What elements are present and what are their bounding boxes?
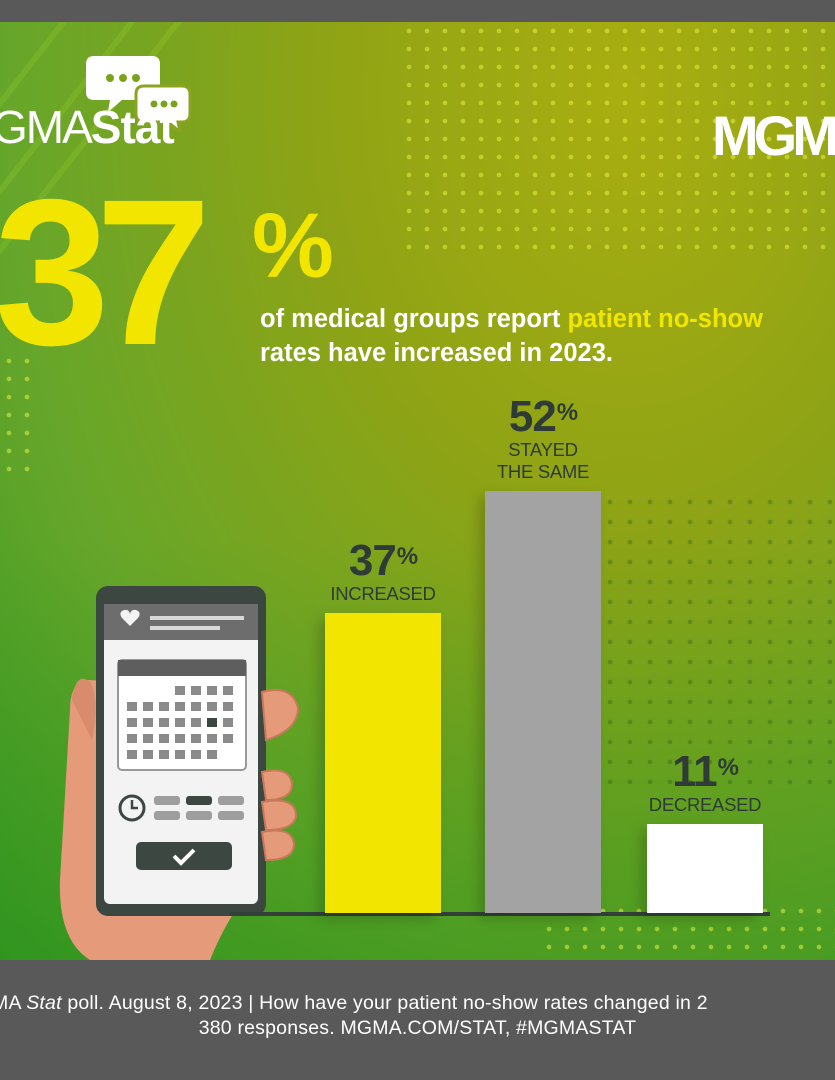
bar-stayed-the-same [485,491,601,913]
big-statistic: 37 [0,157,211,389]
clock-icon [118,794,146,822]
bar-category-label: INCREASED [330,583,436,604]
chart-baseline [230,912,770,916]
bar-increased [325,613,441,913]
decor-dots [400,22,835,252]
bar-category-label: STAYED THE SAME [496,439,590,482]
headline-text: of medical groups report patient no-show… [260,305,763,367]
bar-category-label: DECREASED [648,794,762,815]
mgma-logo: MGM [712,104,835,167]
bar-value-label: 37% [348,536,418,585]
hand-phone-illustration [59,586,300,960]
big-percent-sign: % [252,195,334,297]
gma-stat-logo: GMAStat [0,101,175,153]
decor-dots [0,352,40,472]
bar-value-label: 11% [672,747,739,796]
checkmark-icon [172,848,196,866]
footer-source-line: MA Stat poll. August 8, 2023 | How have … [0,992,708,1014]
decor-dots [600,492,835,792]
green-panel [0,22,835,960]
heart-icon [120,609,140,626]
footer-responses-line: 380 responses. MGMA.COM/STAT, #MGMASTAT [198,1017,637,1039]
chat-bubbles-icon [86,56,192,132]
bar-value-label: 52% [508,392,578,441]
bar-decreased [647,824,763,913]
footer: MA Stat poll. August 8, 2023 | How have … [0,960,835,1080]
